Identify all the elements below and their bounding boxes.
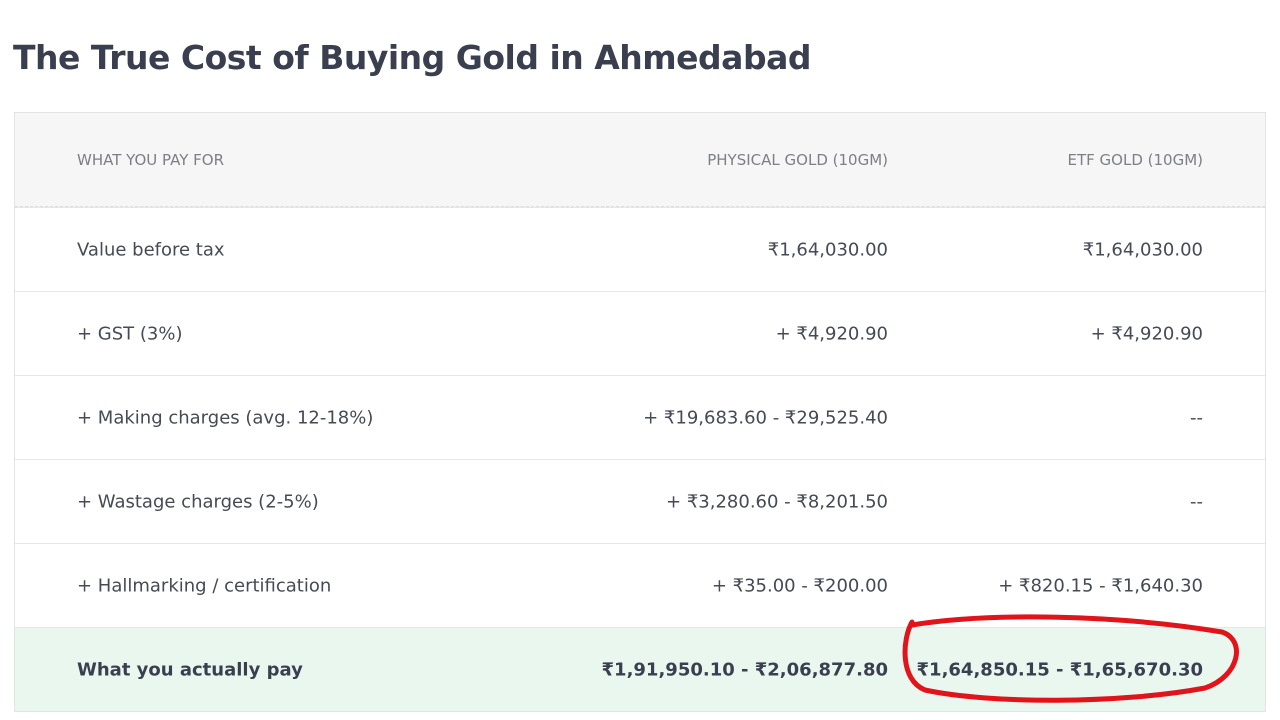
- cell: --: [1190, 491, 1203, 512]
- cell: + Hallmarking / certification: [77, 575, 332, 596]
- cell: + GST (3%): [77, 323, 183, 344]
- table-row: + Wastage charges (2-5%) + ₹3,280.60 - ₹8…: [15, 459, 1265, 543]
- table-row: + Hallmarking / certification + ₹35.00 - …: [15, 543, 1265, 627]
- cell: + ₹4,920.90: [775, 323, 888, 344]
- cell: ₹1,64,850.15 - ₹1,65,670.30: [916, 659, 1203, 680]
- cell: + Wastage charges (2-5%): [77, 491, 319, 512]
- total-row: What you actually pay ₹1,91,950.10 - ₹2,0…: [15, 627, 1265, 711]
- table-row: Value before tax ₹1,64,030.00 ₹1,64,030.00: [15, 207, 1265, 291]
- cell: ₹1,64,030.00: [767, 239, 888, 260]
- cell: + Making charges (avg. 12-18%): [77, 407, 374, 428]
- cell: + ₹3,280.60 - ₹8,201.50: [666, 491, 888, 512]
- cost-table: WHAT YOU PAY FOR PHYSICAL GOLD (10GM) ETF …: [14, 112, 1266, 712]
- cell: ₹1,91,950.10 - ₹2,06,877.80: [601, 659, 888, 680]
- cell: + ₹19,683.60 - ₹29,525.40: [643, 407, 888, 428]
- table-row: + Making charges (avg. 12-18%) + ₹19,683.…: [15, 375, 1265, 459]
- header-row: WHAT YOU PAY FOR PHYSICAL GOLD (10GM) ETF …: [15, 113, 1265, 207]
- cell: + ₹35.00 - ₹200.00: [711, 575, 888, 596]
- cell: ₹1,64,030.00: [1082, 239, 1203, 260]
- cell: ETF GOLD (10GM): [1067, 150, 1204, 169]
- cell: What you actually pay: [77, 659, 303, 680]
- cell: WHAT YOU PAY FOR: [77, 150, 225, 169]
- cell: Value before tax: [77, 239, 225, 260]
- table-row: + GST (3%) + ₹4,920.90 + ₹4,920.90: [15, 291, 1265, 375]
- cell: + ₹820.15 - ₹1,640.30: [998, 575, 1203, 596]
- page-title: The True Cost of Buying Gold in Ahmedaba…: [13, 38, 811, 77]
- cell: PHYSICAL GOLD (10GM): [707, 150, 888, 169]
- cell: + ₹4,920.90: [1090, 323, 1203, 344]
- cell: --: [1190, 407, 1203, 428]
